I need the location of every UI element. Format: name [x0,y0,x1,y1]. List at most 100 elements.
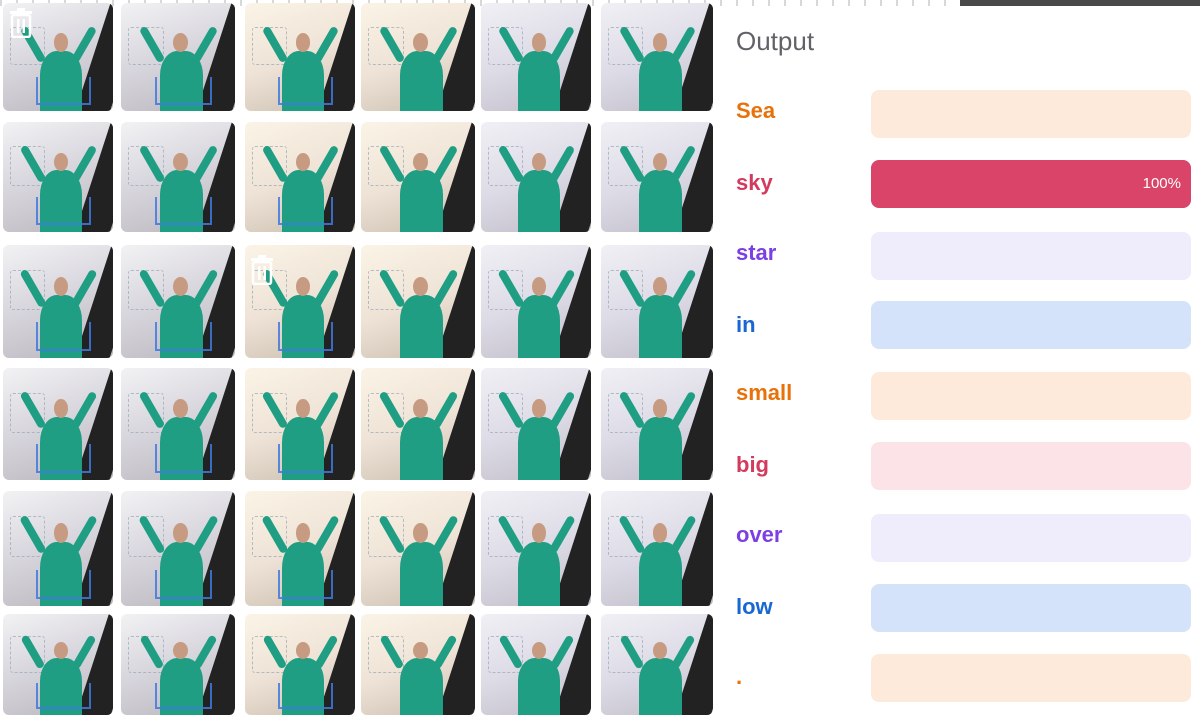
thumbnail-person [639,294,682,358]
thumbnail-head [173,642,189,660]
confidence-bar-track [871,90,1191,138]
thumbnail-person [159,294,204,358]
sample-thumbnail[interactable] [481,491,591,606]
thumbnail-head [53,642,68,660]
confidence-bar-track [871,232,1191,280]
confidence-bar-track [871,372,1191,420]
sample-thumbnail[interactable] [481,614,591,715]
class-label: small [736,380,793,405]
sample-thumbnail[interactable] [361,3,475,111]
thumbnail-person [518,658,561,715]
sample-thumbnail[interactable] [3,491,113,606]
sample-thumbnail[interactable] [121,491,235,606]
thumbnail-person [639,417,682,480]
thumbnail-person [399,658,444,715]
thumbnail-head [531,642,546,660]
sample-thumbnail[interactable] [245,3,355,111]
pose-skeleton-overlay [36,76,91,105]
pose-skeleton-overlay [36,569,91,600]
scrollbar-thumb[interactable] [960,0,1200,6]
confidence-bar-track [871,654,1191,702]
pose-skeleton-overlay [36,322,91,352]
thumbnail-person [40,170,83,232]
thumbnail-head [53,33,68,52]
pose-skeleton-overlay [278,682,333,709]
sample-thumbnail[interactable] [361,614,475,715]
sample-thumbnail[interactable] [245,491,355,606]
thumbnail-person [159,658,204,715]
thumbnail-person [639,541,682,606]
thumbnail-head [295,642,310,660]
class-label: star [736,240,777,265]
sample-thumbnail[interactable] [481,3,591,111]
sample-thumbnail[interactable] [245,245,355,358]
confidence-bar-track [871,514,1191,562]
class-label: Sea [736,98,776,123]
sample-thumbnail[interactable] [601,491,713,606]
thumbnail-head [173,523,189,543]
sample-thumbnail[interactable] [481,368,591,480]
thumbnail-person [518,170,561,232]
pose-skeleton-overlay [155,569,212,600]
thumbnail-person [159,50,204,111]
thumbnail-head [652,152,668,172]
pose-skeleton-overlay [36,197,91,226]
sample-thumbnail[interactable] [245,122,355,232]
pose-skeleton-overlay [155,444,212,474]
thumbnail-person [518,50,561,111]
thumbnail-head [53,152,68,172]
sample-thumbnail[interactable] [361,368,475,480]
sample-thumbnail[interactable] [121,614,235,715]
confidence-bar-track [871,584,1191,632]
thumbnail-head [531,276,546,296]
sample-thumbnail[interactable] [361,245,475,358]
pose-skeleton-overlay [36,682,91,709]
sample-thumbnail[interactable] [3,122,113,232]
sample-thumbnail[interactable] [361,491,475,606]
class-label: in [736,312,756,337]
sample-thumbnail[interactable] [121,245,235,358]
sample-thumbnail[interactable] [3,245,113,358]
trash-icon[interactable] [8,8,34,38]
sample-thumbnail[interactable] [601,614,713,715]
confidence-percent: 100% [1142,175,1181,192]
thumbnail-head [652,523,668,543]
sample-grid [3,3,713,715]
sample-thumbnail[interactable] [481,245,591,358]
class-label: low [736,594,773,619]
thumbnail-person [40,658,83,715]
sample-thumbnail[interactable] [361,122,475,232]
trash-icon[interactable] [249,255,275,285]
pose-skeleton-overlay [278,569,333,600]
sample-thumbnail[interactable] [3,614,113,715]
sample-thumbnail[interactable] [481,122,591,232]
sample-thumbnail[interactable] [121,3,235,111]
thumbnail-person [282,50,325,111]
thumbnail-person [399,294,444,358]
thumbnail-person [639,658,682,715]
sample-thumbnail[interactable] [601,245,713,358]
thumbnail-person [40,417,83,480]
sample-thumbnail[interactable] [245,614,355,715]
thumbnail-head [295,399,310,419]
thumbnail-head [531,523,546,543]
sample-thumbnail[interactable] [3,368,113,480]
class-label: sky [736,170,773,195]
pose-skeleton-overlay [155,197,212,226]
pose-skeleton-overlay [155,76,212,105]
sample-thumbnail[interactable] [601,368,713,480]
sample-thumbnail[interactable] [601,3,713,111]
sample-thumbnail[interactable] [601,122,713,232]
sample-thumbnail[interactable] [245,368,355,480]
thumbnail-head [531,399,546,419]
top-divider [0,0,960,6]
sample-thumbnail[interactable] [121,122,235,232]
pose-skeleton-overlay [278,76,333,105]
thumbnail-person [40,294,83,358]
sample-thumbnail[interactable] [121,368,235,480]
thumbnail-head [531,33,546,52]
pose-skeleton-overlay [278,444,333,474]
sample-thumbnail[interactable] [3,3,113,111]
thumbnail-person [40,50,83,111]
thumbnail-head [295,33,310,52]
